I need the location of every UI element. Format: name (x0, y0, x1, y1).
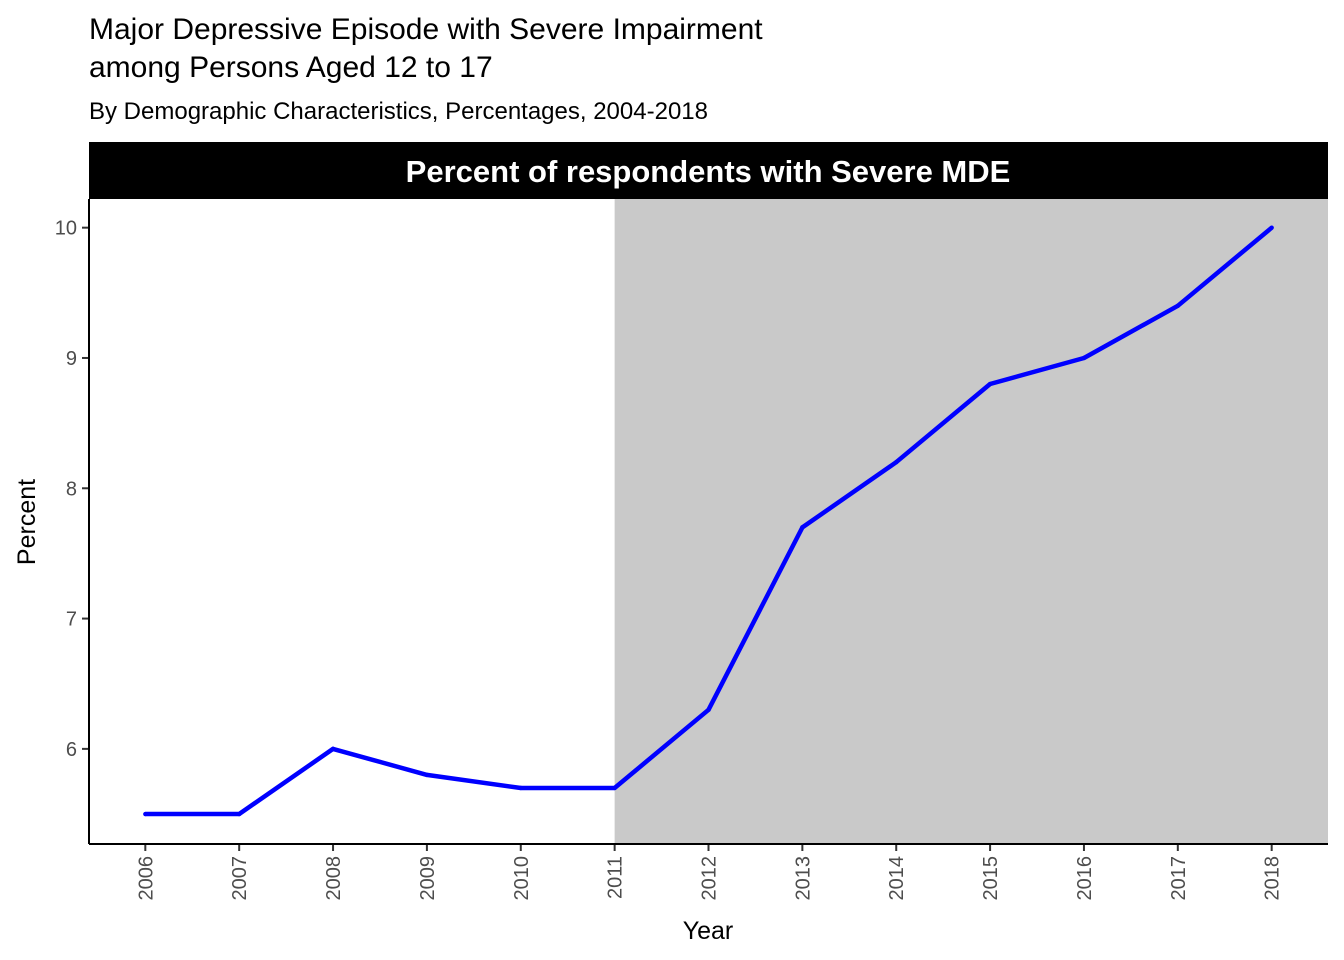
shaded-region (614, 199, 1328, 844)
data-point (424, 772, 430, 778)
chart-title-line-1: Major Depressive Episode with Severe Imp… (89, 13, 763, 46)
y-tick-label: 9 (66, 348, 77, 370)
y-tick-label: 10 (55, 218, 77, 240)
y-axis-title: Percent (13, 479, 41, 565)
data-point (143, 811, 148, 817)
data-point (236, 811, 242, 817)
y-tick-label: 6 (66, 739, 77, 761)
data-point (1175, 303, 1181, 309)
data-point (330, 746, 336, 752)
x-tick-label: 2010 (511, 856, 533, 901)
y-tick-label: 7 (66, 609, 77, 631)
x-axis-ticks: 2006 2007 2008 2009 2010 2011 2012 2013 2014 2015… (135, 844, 1284, 901)
x-tick-label: 2012 (699, 856, 721, 901)
data-point (800, 525, 805, 530)
y-axis-ticks: 6 7 8 9 10 (55, 218, 89, 761)
y-tick-label: 8 (66, 478, 77, 500)
data-point (894, 460, 899, 465)
chart-title-line-2: among Persons Aged 12 to 17 (89, 51, 493, 84)
panel-strip (89, 142, 1328, 199)
x-tick-label: 2013 (792, 856, 814, 901)
x-tick-label: 2009 (417, 856, 439, 901)
chart-subtitle: By Demographic Characteristics, Percenta… (89, 98, 708, 125)
x-tick-label: 2006 (135, 856, 157, 901)
data-points (143, 225, 1274, 817)
x-tick-label: 2008 (323, 856, 345, 901)
data-point (1081, 355, 1087, 361)
x-axis-title: Year (683, 917, 734, 945)
x-tick-label: 2017 (1168, 856, 1190, 901)
x-tick-label: 2015 (980, 856, 1002, 901)
x-tick-label: 2014 (886, 856, 908, 901)
data-point (706, 707, 711, 712)
x-tick-label: 2018 (1262, 856, 1284, 901)
data-point (612, 785, 617, 791)
x-tick-label: 2011 (605, 856, 627, 899)
x-tick-label: 2016 (1074, 856, 1096, 901)
panel-strip-label: Percent of respondents with Severe MDE (406, 154, 1011, 189)
data-point (987, 381, 993, 387)
data-point (1269, 225, 1274, 230)
data-point (518, 785, 523, 791)
x-tick-label: 2007 (229, 856, 251, 901)
